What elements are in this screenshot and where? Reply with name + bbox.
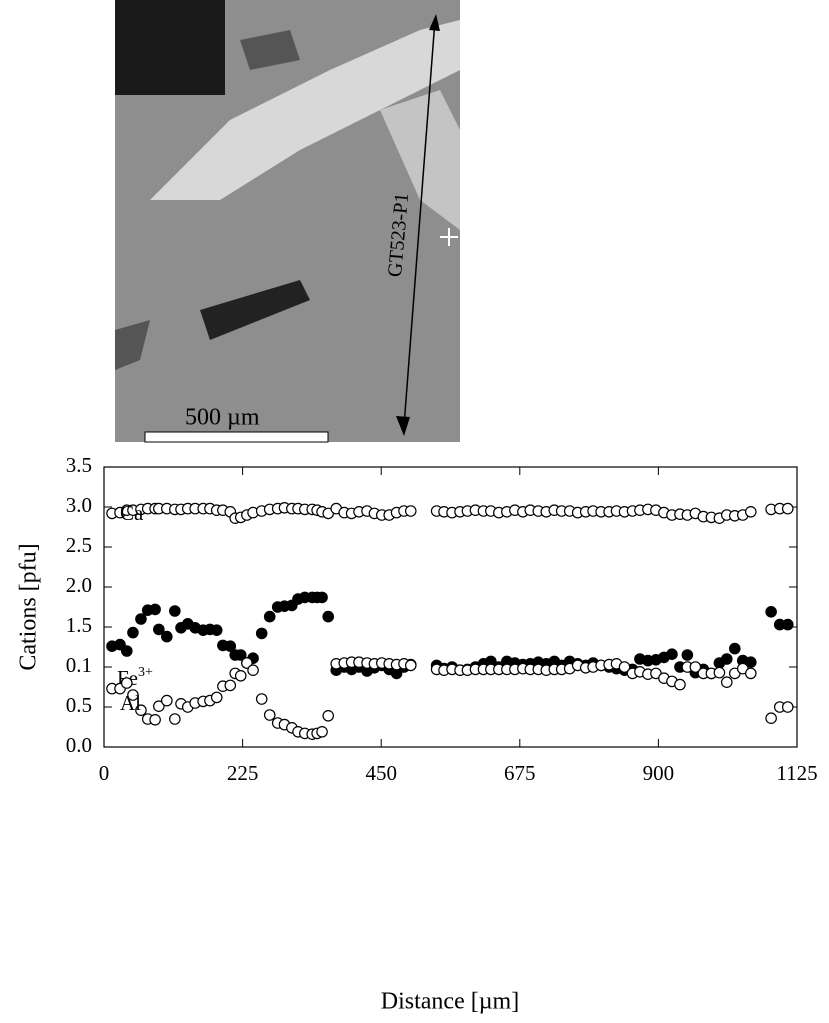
data-point <box>322 610 335 623</box>
data-point <box>120 677 133 689</box>
x-tick-label: 1125 <box>776 761 817 785</box>
data-point <box>255 627 268 640</box>
data-point <box>744 505 757 518</box>
data-point <box>161 630 173 643</box>
y-tick-label: 3.0 <box>66 493 92 517</box>
micrograph: 500 µm GT523-P1 <box>115 0 460 443</box>
data-point <box>255 693 268 705</box>
scale-label: 500 µm <box>185 405 260 431</box>
series-name-superscript: 3+ <box>138 665 153 680</box>
x-axis-label: Distance [µm] <box>381 989 519 1015</box>
data-point <box>316 725 328 738</box>
data-point <box>210 691 223 704</box>
data-point <box>263 709 276 721</box>
data-point <box>316 591 328 604</box>
data-point <box>169 605 181 617</box>
data-point <box>149 713 161 726</box>
crack <box>200 280 310 340</box>
data-point <box>744 667 757 680</box>
data-point <box>781 502 794 515</box>
y-tick-label: 0.0 <box>66 733 92 757</box>
data-point <box>234 669 247 682</box>
bright-band <box>380 90 460 230</box>
bright-band <box>150 20 460 200</box>
data-point <box>224 679 237 692</box>
data-point <box>744 656 757 668</box>
data-point <box>127 689 139 701</box>
data-point <box>161 694 173 707</box>
y-tick-label: 3.5 <box>66 453 92 477</box>
data-point <box>153 700 165 712</box>
y-tick-label: 0.1 <box>66 653 92 677</box>
x-tick-label: 225 <box>227 761 259 785</box>
series-name: Al <box>120 691 141 715</box>
data-point <box>149 603 161 616</box>
arrow-head <box>429 14 440 31</box>
data-point <box>765 712 777 724</box>
data-point <box>241 657 253 669</box>
data-point <box>720 653 733 665</box>
data-point <box>728 642 741 655</box>
data-point <box>135 613 147 625</box>
data-point <box>666 648 678 660</box>
data-point <box>263 610 276 623</box>
scale-bar <box>144 431 329 443</box>
grain <box>115 320 150 370</box>
data-point <box>765 605 777 618</box>
x-tick-label: 900 <box>643 761 675 785</box>
arrow-head <box>396 416 410 436</box>
series-label: Al <box>120 691 141 715</box>
y-tick-label: 0.5 <box>66 693 92 717</box>
data-point <box>210 624 223 636</box>
x-tick-label: 450 <box>365 761 397 785</box>
data-point <box>781 618 794 631</box>
x-tick-label: 675 <box>504 761 536 785</box>
data-point <box>247 664 259 676</box>
data-point <box>681 649 694 661</box>
data-point <box>404 505 417 517</box>
data-point <box>135 704 147 716</box>
y-tick-label: 2.0 <box>66 573 92 597</box>
cross-marker <box>440 228 458 246</box>
y-axis-label: Cations [pfu] <box>16 543 42 670</box>
data-point <box>689 661 702 673</box>
y-tick-label: 1.5 <box>66 613 92 637</box>
data-point <box>720 676 733 688</box>
data-point <box>224 640 237 652</box>
data-point <box>120 645 133 657</box>
series-name: Ca <box>120 501 144 525</box>
y-tick-label: 2.5 <box>66 533 92 557</box>
x-tick-label: 0 <box>99 761 110 785</box>
data-point <box>618 661 631 673</box>
data-point <box>169 713 181 725</box>
data-point <box>322 709 335 722</box>
series-label: Ca <box>120 501 144 525</box>
dark-region <box>115 0 225 95</box>
grain <box>240 30 300 70</box>
profile-arrow <box>403 19 436 427</box>
data-point <box>674 678 686 691</box>
data-point <box>153 623 165 636</box>
plot-frame <box>103 466 798 748</box>
data-point <box>127 626 139 639</box>
data-point <box>234 649 247 661</box>
data-point <box>781 701 794 713</box>
data-point <box>404 659 417 672</box>
data-point <box>713 666 726 679</box>
